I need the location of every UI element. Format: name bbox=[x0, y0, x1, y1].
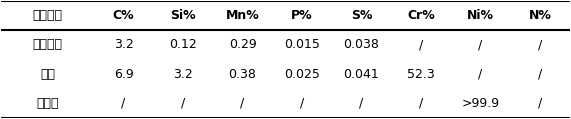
Text: 3.2: 3.2 bbox=[173, 67, 193, 81]
Text: /: / bbox=[478, 38, 482, 52]
Text: /: / bbox=[538, 97, 542, 110]
Text: 52.3: 52.3 bbox=[407, 67, 435, 81]
Text: Mn%: Mn% bbox=[226, 9, 259, 22]
Text: 6.9: 6.9 bbox=[114, 67, 134, 81]
Text: 0.29: 0.29 bbox=[228, 38, 256, 52]
Text: Ni%: Ni% bbox=[467, 9, 494, 22]
Text: /: / bbox=[419, 97, 423, 110]
Text: /: / bbox=[240, 97, 245, 110]
Text: C%: C% bbox=[113, 9, 134, 22]
Text: /: / bbox=[478, 67, 482, 81]
Text: >99.9: >99.9 bbox=[461, 97, 500, 110]
Text: Cr%: Cr% bbox=[407, 9, 435, 22]
Text: P%: P% bbox=[291, 9, 313, 22]
Text: /: / bbox=[359, 97, 364, 110]
Text: 电解镍: 电解镍 bbox=[37, 97, 59, 110]
Text: /: / bbox=[300, 97, 304, 110]
Text: /: / bbox=[122, 97, 126, 110]
Text: /: / bbox=[419, 38, 423, 52]
Text: 0.038: 0.038 bbox=[344, 38, 379, 52]
Text: 0.041: 0.041 bbox=[344, 67, 379, 81]
Text: N%: N% bbox=[528, 9, 552, 22]
Text: 脱磷铁水: 脱磷铁水 bbox=[33, 38, 63, 52]
Text: Si%: Si% bbox=[170, 9, 196, 22]
Text: S%: S% bbox=[351, 9, 372, 22]
Text: /: / bbox=[181, 97, 185, 110]
Text: 0.12: 0.12 bbox=[169, 38, 197, 52]
Text: 料料类别: 料料类别 bbox=[33, 9, 63, 22]
Text: /: / bbox=[538, 38, 542, 52]
Text: 3.2: 3.2 bbox=[114, 38, 134, 52]
Text: /: / bbox=[538, 67, 542, 81]
Text: 0.015: 0.015 bbox=[284, 38, 320, 52]
Text: 0.025: 0.025 bbox=[284, 67, 320, 81]
Text: 0.38: 0.38 bbox=[228, 67, 256, 81]
Text: 铬铁: 铬铁 bbox=[40, 67, 55, 81]
